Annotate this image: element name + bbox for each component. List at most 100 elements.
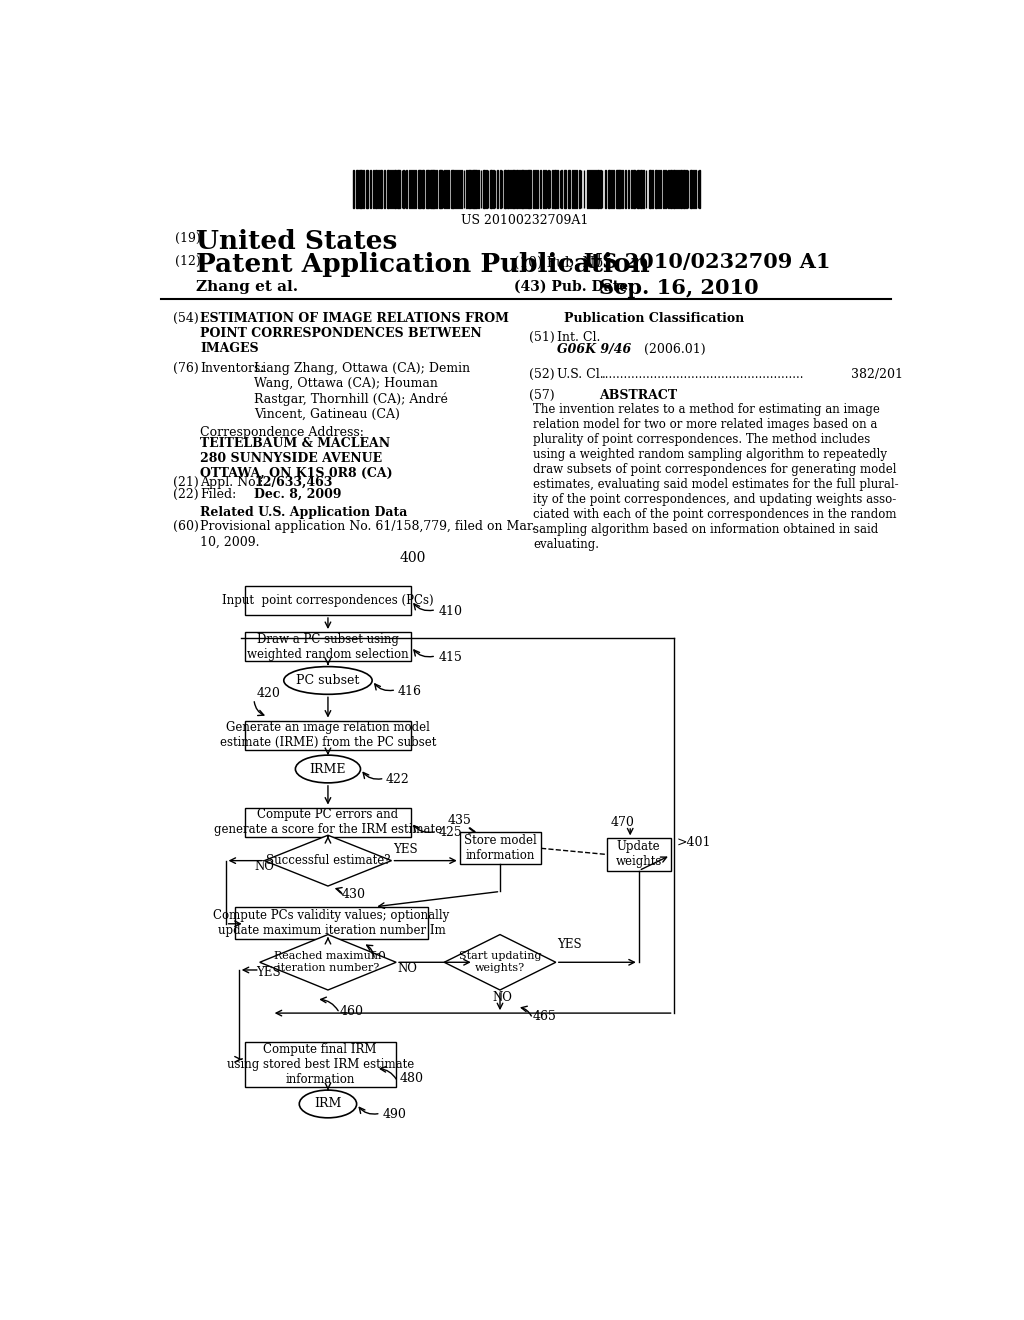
Text: Input  point correspondences (PCs): Input point correspondences (PCs) — [222, 594, 434, 607]
Bar — [468, 170, 471, 209]
Bar — [683, 170, 685, 209]
Bar — [529, 170, 531, 209]
Polygon shape — [260, 935, 396, 990]
Bar — [676, 170, 678, 209]
Text: 422: 422 — [386, 774, 410, 787]
Bar — [359, 170, 360, 209]
Text: 470: 470 — [611, 816, 635, 829]
Text: (76): (76) — [173, 363, 199, 375]
Bar — [573, 170, 575, 209]
Bar — [375, 170, 377, 209]
Text: Appl. No.:: Appl. No.: — [200, 475, 263, 488]
FancyBboxPatch shape — [245, 586, 412, 615]
Bar — [640, 170, 642, 209]
Text: Int. Cl.: Int. Cl. — [557, 331, 600, 345]
Bar — [420, 170, 421, 209]
Text: 435: 435 — [449, 813, 472, 826]
Text: NO: NO — [254, 859, 274, 873]
Text: 382/201: 382/201 — [851, 368, 903, 381]
Text: Patent Application Publication: Patent Application Publication — [197, 252, 650, 277]
Bar — [564, 170, 566, 209]
FancyBboxPatch shape — [607, 838, 671, 871]
Ellipse shape — [284, 667, 372, 694]
Polygon shape — [444, 935, 556, 990]
Bar — [430, 170, 432, 209]
Bar — [633, 170, 635, 209]
Bar — [512, 170, 515, 209]
Text: (19): (19) — [174, 231, 201, 244]
Text: (51): (51) — [529, 331, 555, 345]
Text: YES: YES — [557, 939, 582, 952]
Text: Compute PC errors and
generate a score for the IRM estimate: Compute PC errors and generate a score f… — [214, 808, 442, 836]
Bar — [670, 170, 672, 209]
FancyBboxPatch shape — [460, 832, 541, 865]
Bar — [507, 170, 509, 209]
Text: Provisional application No. 61/158,779, filed on Mar.
10, 2009.: Provisional application No. 61/158,779, … — [200, 520, 536, 548]
Text: US 20100232709A1: US 20100232709A1 — [461, 214, 589, 227]
Bar — [620, 170, 621, 209]
Text: Reached maximum
iteration number?: Reached maximum iteration number? — [274, 952, 382, 973]
Bar — [477, 170, 479, 209]
Text: (43) Pub. Date:: (43) Pub. Date: — [514, 280, 633, 294]
Text: (22): (22) — [173, 488, 199, 502]
Text: Compute final IRM
using stored best IRM estimate
information: Compute final IRM using stored best IRM … — [226, 1043, 414, 1086]
Bar — [373, 170, 375, 209]
Bar — [398, 170, 400, 209]
Bar — [655, 170, 656, 209]
Bar — [540, 170, 541, 209]
Bar — [591, 170, 592, 209]
Text: 490: 490 — [382, 1109, 407, 1121]
Text: 430: 430 — [342, 887, 366, 900]
Text: Related U.S. Application Data: Related U.S. Application Data — [200, 507, 408, 520]
Bar — [426, 170, 429, 209]
Bar — [474, 170, 477, 209]
Text: 460: 460 — [340, 1005, 364, 1018]
Bar — [452, 170, 454, 209]
Bar — [557, 170, 558, 209]
Text: (57): (57) — [529, 389, 555, 403]
Bar — [440, 170, 442, 209]
Bar — [433, 170, 435, 209]
FancyBboxPatch shape — [245, 808, 412, 837]
Text: Correspondence Address:: Correspondence Address: — [200, 426, 364, 440]
Text: (21): (21) — [173, 475, 199, 488]
Text: 400: 400 — [400, 552, 426, 565]
Bar — [597, 170, 599, 209]
Text: 425: 425 — [438, 826, 462, 840]
Text: (52): (52) — [529, 368, 555, 381]
Text: G06K 9/46: G06K 9/46 — [557, 343, 631, 356]
Bar — [652, 170, 653, 209]
Text: ......................................................: ........................................… — [601, 368, 804, 381]
Text: TEITELBAUM & MACLEAN
280 SUNNYSIDE AVENUE
OTTAWA, ON K1S 0R8 (CA): TEITELBAUM & MACLEAN 280 SUNNYSIDE AVENU… — [200, 437, 392, 480]
Text: Generate an image relation model
estimate (IRME) from the PC subset: Generate an image relation model estimat… — [220, 721, 436, 750]
Bar — [380, 170, 382, 209]
Text: YES: YES — [393, 843, 418, 855]
FancyBboxPatch shape — [245, 721, 412, 750]
Bar — [527, 170, 528, 209]
Bar — [568, 170, 569, 209]
Bar — [680, 170, 682, 209]
Text: Publication Classification: Publication Classification — [564, 313, 744, 326]
Text: US 2010/0232709 A1: US 2010/0232709 A1 — [584, 252, 830, 272]
Text: 12/633,463: 12/633,463 — [254, 475, 333, 488]
Bar — [554, 170, 556, 209]
Bar — [497, 170, 499, 209]
Bar — [409, 170, 410, 209]
Bar — [483, 170, 485, 209]
Text: Store model
information: Store model information — [464, 834, 537, 862]
Bar — [625, 170, 627, 209]
Bar — [472, 170, 474, 209]
Text: Zhang et al.: Zhang et al. — [197, 280, 298, 294]
Text: >401: >401 — [677, 836, 712, 849]
Bar — [516, 170, 518, 209]
Bar — [524, 170, 526, 209]
Bar — [628, 170, 630, 209]
Bar — [616, 170, 618, 209]
Ellipse shape — [299, 1090, 356, 1118]
Text: 415: 415 — [438, 651, 462, 664]
Text: Filed:: Filed: — [200, 488, 237, 502]
Text: NO: NO — [493, 991, 512, 1003]
Text: (54): (54) — [173, 313, 199, 326]
Text: IRM: IRM — [314, 1097, 342, 1110]
Bar — [637, 170, 639, 209]
